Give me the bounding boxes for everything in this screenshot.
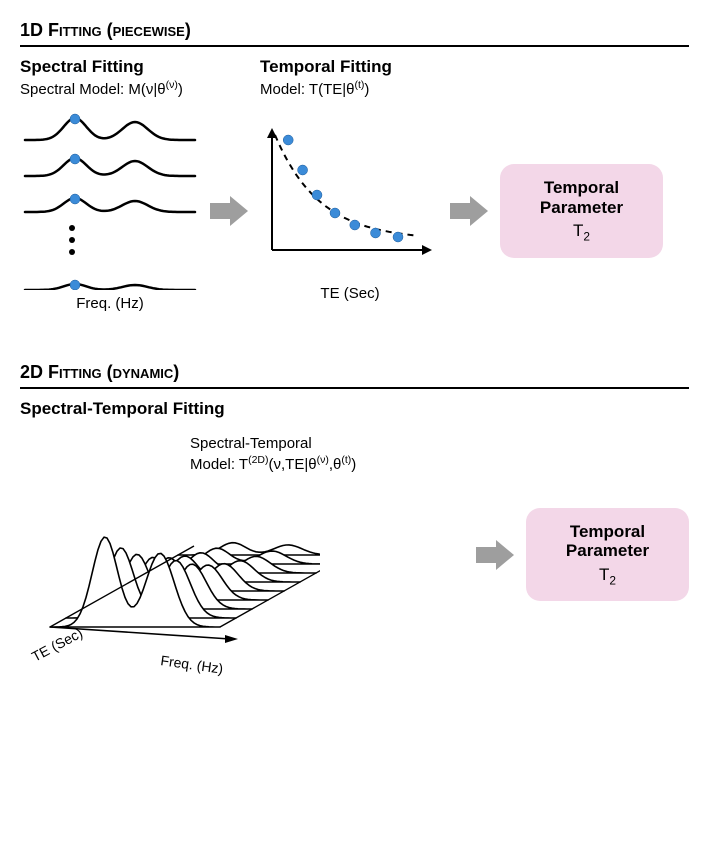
spectral-xlabel: Freq. (Hz) xyxy=(20,295,200,312)
spectral-model-close: ) xyxy=(178,81,183,98)
spectral-heading: Spectral Fitting xyxy=(20,57,230,77)
output1-line2: Parameter xyxy=(514,198,649,218)
temporal-plot: TE (Sec) xyxy=(260,120,440,302)
arrow-1 xyxy=(210,196,250,226)
st-model-expr-line: Model: T(2D)(ν,TE|θ(ν),θ(t)) xyxy=(190,454,356,475)
output2-line2: Parameter xyxy=(540,541,675,561)
st-model-label: Spectral-Temporal xyxy=(190,435,356,454)
temporal-xlabel: TE (Sec) xyxy=(260,285,440,302)
temporal-model-prefix: Model: xyxy=(260,81,309,98)
output1-param: T2 xyxy=(514,221,649,243)
temporal-model-close: ) xyxy=(364,81,369,98)
temporal-model-expr: T(TE|θ xyxy=(309,81,355,98)
section1-title: 1D Fitting (piecewise) xyxy=(20,20,689,41)
spectral-model-text: Spectral Model: M(ν|θ(ν)) xyxy=(20,79,230,98)
st-heading: Spectral-Temporal Fitting xyxy=(20,399,689,419)
temporal-model-text: Model: T(TE|θ(t)) xyxy=(260,79,490,98)
output-box-1: Temporal Parameter T2 xyxy=(500,164,663,257)
section-2d: 2D Fitting (dynamic) Spectral-Temporal F… xyxy=(20,362,689,682)
section2-title: 2D Fitting (dynamic) xyxy=(20,362,689,383)
temporal-heading: Temporal Fitting xyxy=(260,57,490,77)
svg-text:TE (Sec): TE (Sec) xyxy=(29,625,85,665)
output-box-2: Temporal Parameter T2 xyxy=(526,508,689,601)
arrow-2 xyxy=(450,196,490,226)
section1-rule xyxy=(20,45,689,47)
output2-line1: Temporal xyxy=(540,522,675,542)
temporal-column-head: Temporal Fitting Model: T(TE|θ(t)) xyxy=(260,57,490,98)
st-model-text: Spectral-Temporal Model: T(2D)(ν,TE|θ(ν)… xyxy=(190,435,356,475)
spectral-model-expr: M(ν|θ xyxy=(128,81,165,98)
output2-param: T2 xyxy=(540,565,675,587)
spectral-model-sup: (ν) xyxy=(166,79,178,91)
spectral-model-prefix: Spectral Model: xyxy=(20,81,128,98)
section-1d: 1D Fitting (piecewise) Spectral Fitting … xyxy=(20,20,689,312)
temporal-model-sup: (t) xyxy=(355,79,365,91)
output1-line1: Temporal xyxy=(514,178,649,198)
spectral-column: Spectral Fitting Spectral Model: M(ν|θ(ν… xyxy=(20,57,230,98)
arrow-3 xyxy=(476,540,516,570)
svg-text:Freq. (Hz): Freq. (Hz) xyxy=(160,652,225,677)
spectral-stack: Freq. (Hz) xyxy=(20,110,200,312)
section2-rule xyxy=(20,387,689,389)
